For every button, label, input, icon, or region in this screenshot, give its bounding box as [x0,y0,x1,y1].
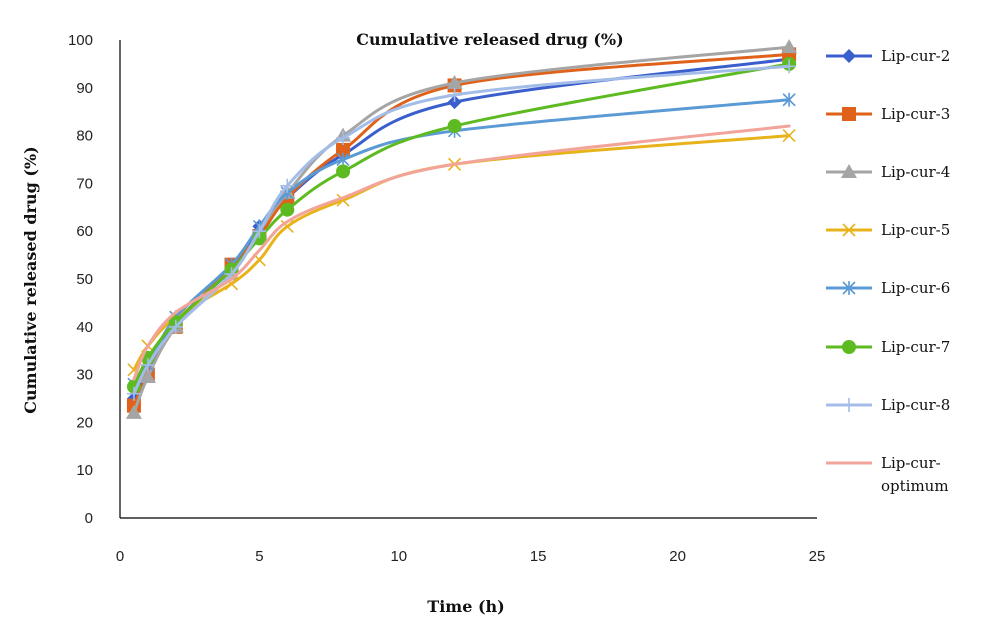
y-axis-ticks: 0 10 20 30 40 50 60 70 80 90 100 [68,32,93,527]
y-tick-label: 80 [76,128,93,145]
data-point [336,130,351,145]
data-point [447,87,462,102]
x-tick-label: 5 [255,548,263,565]
series-lip-cur-5 [127,129,796,377]
legend-item: Lip-cur-3 [826,105,950,123]
series-lip-cur-4 [125,39,798,419]
legend-marker [842,223,856,237]
legend-item: Lip-cur-7 [826,338,950,356]
legend-label: Lip-cur-7 [881,338,950,356]
legend-item: Lip-cur-2 [826,47,950,65]
series-lip-cur-8 [126,59,797,401]
x-axis-title: Time (h) [427,597,504,616]
data-point [336,152,350,167]
data-point [125,404,142,419]
y-axis-title: Cumulative released drug (%) [21,146,40,413]
series-line [132,57,791,400]
x-tick-label: 20 [669,548,686,565]
data-point [280,219,294,233]
series-group [125,39,798,419]
y-tick-label: 90 [76,80,93,97]
x-tick-label: 0 [116,548,124,565]
series-lip-cur-2 [126,52,797,406]
data-point [446,75,463,90]
x-tick-label: 15 [530,548,547,565]
data-point [782,129,796,143]
legend-item: Lip-cur-6 [826,279,950,297]
legend-marker [842,398,856,412]
data-point [280,202,295,217]
y-tick-label: 70 [76,175,93,192]
y-tick-label: 20 [76,414,93,431]
series-line [132,124,791,381]
data-point [126,386,141,401]
data-point [280,178,295,193]
legend-label: Lip-cur-optimum [881,454,949,495]
series-line [132,62,791,389]
y-tick-label: 50 [76,271,93,288]
legend-label: Lip-cur-8 [881,396,950,414]
legend-item: Lip-cur-optimum [826,454,949,495]
series-lip-cur-optimum [132,124,791,381]
data-point [252,224,267,239]
data-point [140,358,155,373]
y-tick-label: 100 [68,32,93,49]
chart-title: Cumulative released drug (%) [356,30,623,49]
legend-marker [841,164,857,178]
data-point [168,319,183,334]
x-axis-ticks: 0 5 10 15 20 25 [116,548,826,565]
data-point [139,368,156,383]
legend-label: Lip-cur-5 [881,221,950,239]
legend-marker [842,49,856,63]
y-tick-label: 10 [76,462,93,479]
data-point [447,119,462,134]
legend-marker [842,107,856,121]
series-line [132,134,791,372]
data-point [782,59,797,74]
y-tick-label: 0 [85,510,93,527]
data-point [782,92,796,107]
series-line [132,64,791,396]
legend-marker [842,340,856,354]
data-point [447,95,462,110]
legend-marker [842,281,856,295]
legend-item: Lip-cur-5 [826,221,950,239]
x-tick-label: 10 [390,548,407,565]
y-tick-label: 40 [76,319,93,336]
legend-label: Lip-cur-2 [881,47,950,65]
data-point [336,164,351,179]
legend-item: Lip-cur-8 [826,396,950,414]
data-point [781,39,798,54]
y-tick-label: 30 [76,367,93,384]
legend-label: Lip-cur-6 [881,279,950,297]
y-tick-label: 60 [76,223,93,240]
legend-label: Lip-cur-4 [881,163,950,181]
x-tick-label: 25 [809,548,826,565]
legend-label: Lip-cur-3 [881,105,950,123]
legend: Lip-cur-2 Lip-cur-3 Lip-cur-4 Lip-cur-5 Lip-… [826,47,950,495]
legend-item: Lip-cur-4 [826,163,950,181]
data-point [336,142,351,157]
